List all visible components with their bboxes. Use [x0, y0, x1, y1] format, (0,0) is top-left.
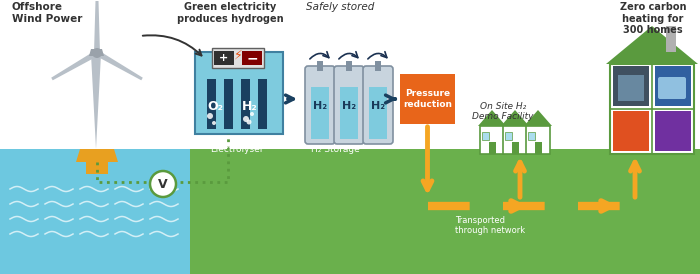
Text: Offshore
Wind Power: Offshore Wind Power — [12, 2, 83, 24]
Polygon shape — [95, 50, 143, 80]
Polygon shape — [606, 26, 698, 64]
Polygon shape — [51, 50, 99, 80]
Text: +: + — [219, 53, 229, 63]
FancyBboxPatch shape — [212, 48, 264, 68]
Polygon shape — [501, 110, 529, 126]
Text: H₂: H₂ — [313, 101, 327, 111]
FancyBboxPatch shape — [369, 87, 387, 139]
FancyBboxPatch shape — [400, 74, 455, 124]
Text: −: − — [246, 51, 258, 65]
FancyBboxPatch shape — [346, 61, 352, 71]
FancyBboxPatch shape — [480, 126, 504, 154]
Text: Pressure
reduction: Pressure reduction — [403, 89, 452, 109]
Text: H₂: H₂ — [342, 101, 356, 111]
FancyBboxPatch shape — [610, 64, 694, 154]
Polygon shape — [89, 49, 104, 56]
FancyBboxPatch shape — [258, 79, 267, 129]
Text: On Site H₂
Demo Facility: On Site H₂ Demo Facility — [473, 102, 533, 121]
FancyBboxPatch shape — [0, 149, 240, 274]
Polygon shape — [91, 54, 101, 149]
Text: H₂ Storage: H₂ Storage — [311, 145, 359, 154]
Circle shape — [207, 113, 213, 119]
FancyBboxPatch shape — [655, 111, 691, 151]
Circle shape — [150, 171, 176, 197]
Polygon shape — [524, 110, 552, 126]
FancyBboxPatch shape — [363, 66, 393, 144]
Text: Safely stored: Safely stored — [306, 2, 374, 12]
Text: O₂: O₂ — [207, 101, 223, 113]
FancyBboxPatch shape — [505, 132, 512, 140]
FancyBboxPatch shape — [195, 52, 283, 134]
FancyBboxPatch shape — [207, 79, 216, 129]
FancyBboxPatch shape — [528, 132, 535, 140]
FancyBboxPatch shape — [658, 77, 686, 99]
FancyBboxPatch shape — [512, 142, 519, 154]
FancyBboxPatch shape — [666, 26, 676, 52]
Circle shape — [243, 116, 249, 122]
FancyBboxPatch shape — [526, 126, 550, 154]
Polygon shape — [94, 1, 100, 53]
FancyBboxPatch shape — [340, 87, 358, 139]
FancyBboxPatch shape — [655, 66, 691, 106]
FancyBboxPatch shape — [224, 79, 233, 129]
FancyBboxPatch shape — [305, 66, 335, 144]
Text: V: V — [158, 178, 168, 190]
Circle shape — [212, 121, 216, 125]
FancyBboxPatch shape — [242, 51, 262, 65]
FancyBboxPatch shape — [535, 142, 542, 154]
Text: Green electricity
produces hydrogen: Green electricity produces hydrogen — [176, 2, 284, 24]
FancyBboxPatch shape — [613, 111, 649, 151]
FancyBboxPatch shape — [503, 126, 527, 154]
FancyBboxPatch shape — [334, 66, 364, 144]
Text: Zero carbon
heating for
300 homes: Zero carbon heating for 300 homes — [620, 2, 686, 35]
Text: Transported
through network: Transported through network — [455, 216, 525, 235]
Polygon shape — [76, 149, 118, 162]
FancyBboxPatch shape — [317, 61, 323, 71]
FancyBboxPatch shape — [311, 87, 329, 139]
Polygon shape — [478, 110, 506, 126]
FancyBboxPatch shape — [613, 66, 649, 106]
FancyBboxPatch shape — [375, 61, 381, 71]
FancyBboxPatch shape — [489, 142, 496, 154]
FancyBboxPatch shape — [214, 51, 234, 65]
Circle shape — [92, 48, 102, 58]
FancyBboxPatch shape — [618, 75, 644, 101]
FancyBboxPatch shape — [86, 162, 108, 174]
Circle shape — [246, 119, 251, 124]
Circle shape — [250, 112, 254, 116]
FancyBboxPatch shape — [190, 149, 700, 274]
Text: ⚡: ⚡ — [234, 49, 242, 62]
Text: Electrolyser: Electrolyser — [210, 145, 264, 154]
Text: H₂: H₂ — [371, 101, 385, 111]
FancyBboxPatch shape — [241, 79, 250, 129]
Text: H₂: H₂ — [242, 101, 258, 113]
FancyBboxPatch shape — [482, 132, 489, 140]
